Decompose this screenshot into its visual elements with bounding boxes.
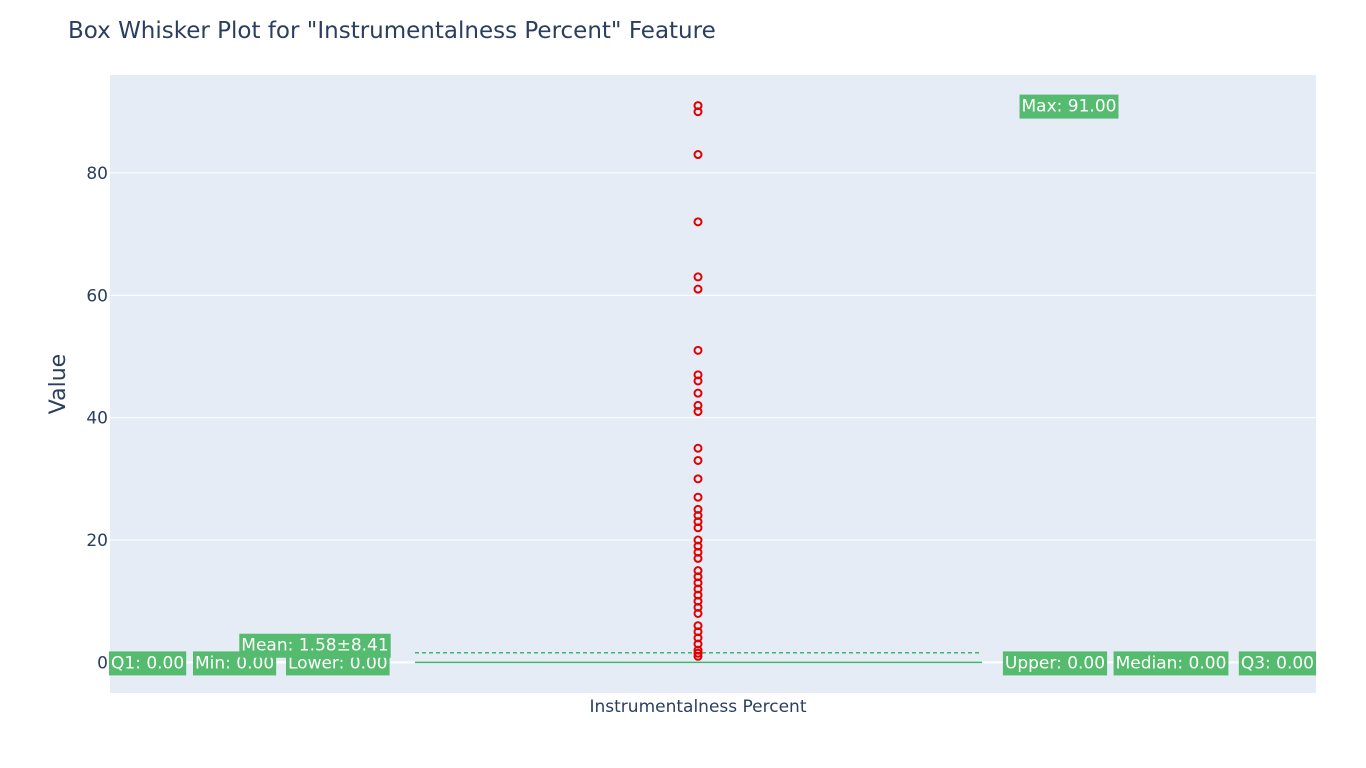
outlier-point xyxy=(693,621,703,631)
outlier-point xyxy=(693,474,703,484)
outlier-layer xyxy=(693,101,703,661)
annotation-min: Min: 0.00 xyxy=(193,651,277,676)
annotation-max-label: Max: 91.00 xyxy=(1022,97,1117,117)
annotation-q3-label: Q3: 0.00 xyxy=(1241,653,1314,673)
annotation-mean-bg xyxy=(239,633,391,658)
outlier-point xyxy=(693,443,703,453)
annotation-median-label: Median: 0.00 xyxy=(1116,653,1227,673)
y-tick-label: 0 xyxy=(97,653,108,673)
annotation-q1: Q1: 0.00 xyxy=(109,651,187,676)
annotation-mean: Mean: 1.58±8.41 xyxy=(239,633,391,658)
annotation-max-bg xyxy=(1019,94,1119,119)
annotation-q1-bg xyxy=(109,651,187,676)
y-tick-label: 40 xyxy=(86,409,108,429)
outlier-point xyxy=(693,492,703,502)
y-tick-label: 80 xyxy=(86,164,108,184)
annotation-upper-label: Upper: 0.00 xyxy=(1005,653,1105,673)
outlier-point xyxy=(693,345,703,355)
outlier-point xyxy=(693,535,703,545)
annotation-median-bg xyxy=(1113,651,1229,676)
outlier-point xyxy=(693,455,703,465)
annotation-upper-bg xyxy=(1002,651,1108,676)
x-tick-label: Instrumentalness Percent xyxy=(590,697,807,717)
outlier-point xyxy=(693,400,703,410)
annotation-q1-label: Q1: 0.00 xyxy=(111,653,184,673)
chart-title: Box Whisker Plot for "Instrumentalness P… xyxy=(68,18,716,44)
outlier-point xyxy=(693,150,703,160)
outlier-point xyxy=(693,101,703,111)
annotation-min-label: Min: 0.00 xyxy=(195,653,274,673)
annotation-mean-label: Mean: 1.58±8.41 xyxy=(241,636,388,656)
annotation-q3-bg xyxy=(1238,651,1316,676)
outlier-point xyxy=(693,566,703,576)
y-tick-layer: 0 20 40 60 80 xyxy=(86,164,108,674)
outlier-point xyxy=(693,217,703,227)
outlier-point xyxy=(693,272,703,282)
annotation-upper: Upper: 0.00 xyxy=(1002,651,1108,676)
outlier-point xyxy=(693,284,703,294)
annotation-q3: Q3: 0.00 xyxy=(1238,651,1316,676)
annotation-lower-label: Lower: 0.00 xyxy=(288,653,388,673)
y-tick-label: 20 xyxy=(86,531,108,551)
outlier-point xyxy=(693,388,703,398)
annotation-max: Max: 91.00 xyxy=(1019,94,1119,119)
outlier-point xyxy=(693,370,703,380)
y-axis-title: Value xyxy=(46,354,71,414)
outlier-point xyxy=(693,648,703,658)
annotation-median: Median: 0.00 xyxy=(1113,651,1229,676)
outlier-point xyxy=(693,504,703,514)
plot-area xyxy=(110,75,1316,693)
y-tick-label: 60 xyxy=(86,286,108,306)
